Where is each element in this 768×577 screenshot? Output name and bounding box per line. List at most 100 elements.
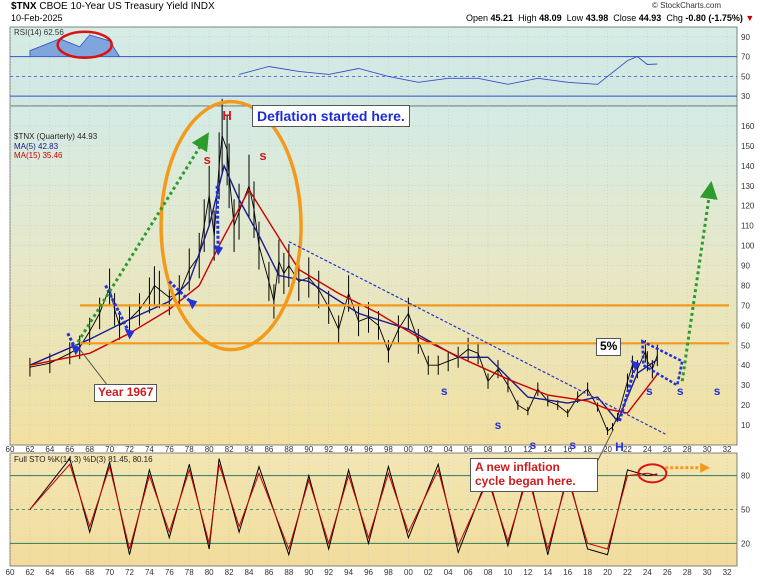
x-tick-label: 88 [284, 568, 293, 577]
header-date: 10-Feb-2025 [11, 13, 63, 23]
y-tick-label: 140 [741, 162, 755, 171]
x-tick-label: 74 [145, 445, 154, 454]
ma5-line [29, 163, 658, 423]
y-tick-label: 150 [741, 142, 755, 151]
x-tick-label: 22 [623, 445, 632, 454]
y-tick-label: 10 [741, 421, 750, 430]
ma15-legend: MA(15) 35.46 [14, 151, 63, 160]
ma5-legend: MA(5) 42.83 [14, 142, 59, 151]
y-tick-label: 70 [741, 301, 750, 310]
x-tick-label: 04 [444, 568, 453, 577]
x-tick-label: 10 [503, 568, 512, 577]
x-tick-label: 90 [304, 568, 313, 577]
x-tick-label: 86 [264, 445, 273, 454]
x-tick-label: 96 [364, 568, 373, 577]
callout-leader [596, 428, 614, 463]
pattern-letter: H [615, 440, 624, 454]
x-tick-label: 16 [563, 445, 572, 454]
x-tick-label: 30 [703, 445, 712, 454]
y-tick-label: 80 [741, 472, 750, 481]
x-tick-label: 92 [324, 445, 333, 454]
x-tick-label: 20 [603, 445, 612, 454]
x-tick-label: 28 [683, 568, 692, 577]
header-title: $TNX CBOE 10-Year US Treasury Yield INDX [11, 1, 215, 12]
x-tick-label: 22 [623, 568, 632, 577]
y-tick-label: 50 [741, 341, 750, 350]
y-tick-label: 70 [741, 53, 750, 62]
x-tick-label: 08 [484, 445, 493, 454]
blue-arrow [66, 332, 78, 350]
x-tick-label: 02 [424, 445, 433, 454]
x-tick-label: 80 [205, 445, 214, 454]
y-tick-label: 130 [741, 182, 755, 191]
x-tick-label: 24 [643, 445, 652, 454]
pattern-letter: s [259, 148, 266, 163]
x-tick-label: 82 [225, 568, 234, 577]
blue-channel [641, 339, 684, 388]
pattern-letter: s [569, 438, 576, 452]
x-tick-label: 78 [185, 445, 194, 454]
x-tick-label: 02 [424, 568, 433, 577]
y-tick-label: 160 [741, 122, 755, 131]
y-tick-label: 110 [741, 222, 754, 231]
x-tick-label: 90 [304, 445, 313, 454]
x-tick-label: 10 [503, 445, 512, 454]
pattern-letter: s [495, 418, 502, 432]
x-tick-label: 88 [284, 445, 293, 454]
x-tick-label: 64 [45, 445, 54, 454]
y-tick-label: 30 [741, 381, 750, 390]
x-tick-label: 00 [404, 445, 413, 454]
x-tick-label: 18 [583, 445, 592, 454]
x-tick-label: 84 [245, 568, 254, 577]
x-tick-label: 26 [663, 445, 672, 454]
x-tick-label: 14 [543, 568, 552, 577]
symbol: $TNX [11, 1, 37, 12]
x-tick-label: 70 [105, 445, 114, 454]
pattern-letter: s [677, 384, 684, 398]
peak-ellipse [159, 99, 303, 352]
rsi-legend: RSI(14) 62.56 [14, 28, 64, 37]
x-tick-label: 94 [344, 445, 353, 454]
x-tick-label: 68 [85, 445, 94, 454]
y-tick-label: 20 [741, 401, 750, 410]
pattern-letter: s [529, 438, 536, 452]
stoch-legend: Full STO %K(14,3) %D(3) 81.45, 80.16 [14, 455, 153, 464]
x-tick-label: 12 [523, 568, 532, 577]
pattern-letter: s [204, 152, 211, 167]
x-tick-label: 20 [603, 568, 612, 577]
x-tick-label: 26 [663, 568, 672, 577]
y-tick-label: 50 [741, 72, 750, 81]
pattern-letter: s [646, 384, 653, 398]
credit: © StockCharts.com [652, 1, 722, 10]
blue-arrow-head [187, 298, 198, 310]
stoch-highlight-ellipse [637, 463, 668, 484]
x-tick-label: 74 [145, 568, 154, 577]
rsi-highlight-ellipse [56, 30, 113, 60]
x-tick-label: 98 [384, 445, 393, 454]
x-tick-label: 14 [543, 445, 552, 454]
x-tick-label: 84 [245, 445, 254, 454]
x-tick-label: 60 [6, 445, 15, 454]
callout-leader [79, 348, 109, 387]
green-trend-arrow [73, 132, 209, 349]
pattern-letter: H [222, 108, 231, 123]
x-tick-label: 04 [444, 445, 453, 454]
x-tick-label: 28 [683, 445, 692, 454]
green-projection-arrow [680, 180, 718, 382]
pattern-letter: s [714, 384, 721, 398]
x-tick-label: 66 [65, 568, 74, 577]
x-tick-label: 00 [404, 568, 413, 577]
y-tick-label: 90 [741, 262, 750, 271]
x-tick-label: 98 [384, 568, 393, 577]
x-tick-label: 94 [344, 568, 353, 577]
blue-arrow-head [124, 328, 135, 340]
blue-arrow-head [70, 344, 81, 356]
x-tick-label: 12 [523, 445, 532, 454]
y-tick-label: 50 [741, 506, 750, 515]
y-tick-label: 80 [741, 281, 750, 290]
x-tick-label: 08 [484, 568, 493, 577]
x-tick-label: 24 [643, 568, 652, 577]
callout-5-percent: 5% [596, 338, 622, 356]
x-tick-label: 06 [464, 568, 473, 577]
pattern-letter: s [441, 384, 448, 398]
